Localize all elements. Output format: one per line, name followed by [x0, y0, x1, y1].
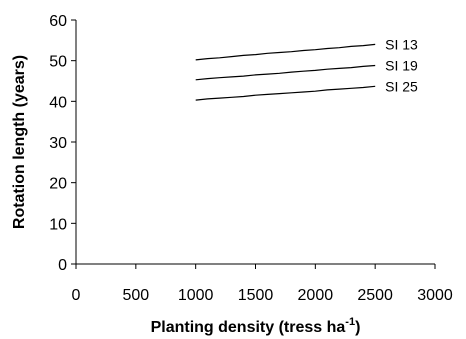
axes [75, 20, 435, 265]
y-tick-label: 20 [49, 176, 67, 193]
y-tick-label: 0 [58, 257, 67, 274]
y-ticks: 0 10 20 30 40 50 60 [49, 13, 76, 274]
x-tick-label: 1500 [238, 287, 274, 304]
x-tick-label: 500 [122, 287, 149, 304]
series-line-3 [195, 85, 376, 101]
series-label-3: SI 25 [385, 78, 418, 94]
x-tick-label: 2000 [298, 287, 334, 304]
x-ticks: 0 500 1000 1500 2000 2500 3000 [72, 264, 453, 304]
series-lines [195, 43, 376, 101]
x-axis-title: Planting density (tress ha-1) [151, 316, 361, 336]
x-tick-label: 2500 [357, 287, 393, 304]
series-label-1: SI 13 [385, 36, 418, 52]
x-axis-title-main: Planting density (tress ha [151, 319, 346, 336]
y-tick-label: 60 [49, 13, 67, 30]
x-axis-title-superscript: -1 [345, 316, 355, 328]
y-tick-label: 40 [49, 94, 67, 111]
series-labels: SI 13 SI 19 SI 25 [385, 36, 418, 94]
y-axis-title: Rotation length (years) [11, 55, 28, 229]
x-tick-label: 0 [72, 287, 81, 304]
series-line-2 [195, 64, 376, 81]
y-tick-label: 10 [49, 216, 67, 233]
x-axis-title-suffix: ) [355, 319, 360, 336]
series-line-1 [195, 43, 376, 61]
y-tick-label: 50 [49, 54, 67, 71]
x-tick-label: 1000 [178, 287, 214, 304]
x-tick-label: 3000 [417, 287, 453, 304]
y-tick-label: 30 [49, 135, 67, 152]
series-label-2: SI 19 [385, 58, 418, 74]
